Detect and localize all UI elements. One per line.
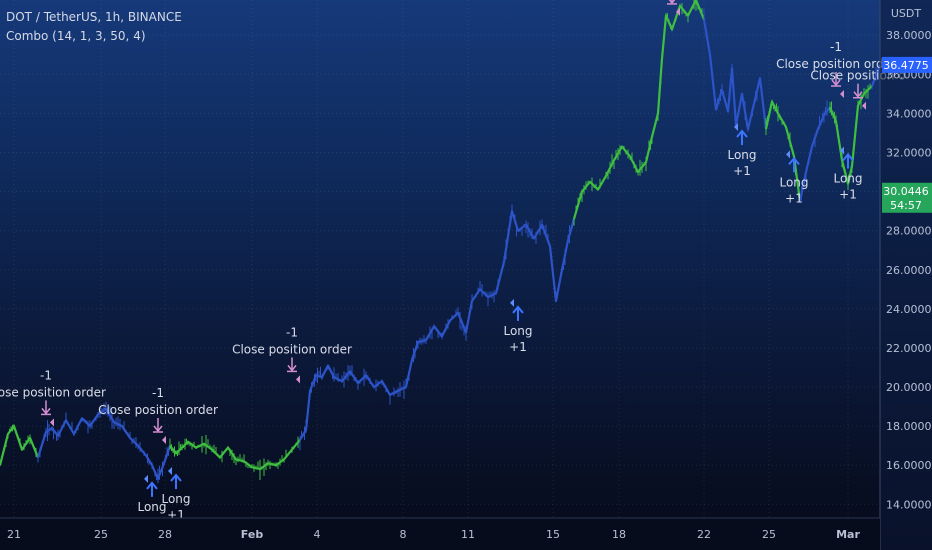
price-badge-value: 30.0446: [883, 185, 929, 198]
close-label: Close position order: [98, 403, 218, 417]
time-axis: 21 25 28 Feb 4 8 11 15 18 22 25 Mar: [0, 517, 880, 550]
long-label: Long: [137, 500, 166, 514]
long-arrow-head: [842, 152, 854, 162]
long-arrow-head: [788, 156, 800, 166]
x-tick-label: 25: [762, 528, 776, 541]
close-arrow-head: [831, 79, 841, 87]
close-arrow-head: [853, 91, 863, 98]
price-axis-bg: [880, 0, 932, 550]
long-marker: [144, 474, 148, 483]
trade-signals: -1 Close position order -1 Close position o…: [0, 0, 906, 530]
close-arrow-head: [41, 407, 51, 415]
close-label: Close position order: [0, 385, 106, 399]
price-badge-value: 36.4775: [883, 59, 929, 72]
x-tick-label: 8: [400, 528, 407, 541]
y-tick-label: 16.0000: [886, 459, 932, 472]
long-label: +1: [733, 164, 751, 178]
close-label: Close position order: [776, 57, 896, 71]
close-label: -1: [40, 368, 52, 382]
y-tick-label: 38.0000: [886, 29, 932, 42]
chart-grid: [0, 0, 880, 518]
y-tick-label: 24.0000: [886, 303, 932, 316]
x-tick-label: 15: [546, 528, 560, 541]
indicator-label[interactable]: Combo (14, 1, 3, 50, 4): [6, 29, 146, 43]
price-line-blue: [502, 210, 576, 303]
close-label: -1: [152, 386, 164, 400]
close-label: -1: [830, 40, 842, 54]
long-label: +1: [785, 191, 803, 205]
long-label: +1: [839, 187, 857, 201]
price-badge-countdown: 54:57: [890, 199, 922, 212]
x-tick-label: 28: [158, 528, 172, 541]
long-label: Long: [727, 148, 756, 162]
x-tick-label: 22: [697, 528, 711, 541]
y-tick-label: 18.0000: [886, 420, 932, 433]
long-label: Long: [779, 175, 808, 189]
x-tick-label: 25: [94, 528, 108, 541]
x-tick-label: Mar: [836, 528, 860, 541]
close-marker: [50, 418, 54, 427]
price-line-blue: [36, 407, 172, 480]
long-arrow-head: [512, 305, 524, 314]
close-marker: [162, 435, 166, 444]
long-marker: [168, 467, 172, 476]
currency-label: USDT: [891, 7, 922, 20]
close-marker: [840, 90, 844, 99]
close-marker: [296, 375, 300, 384]
long-marker: [510, 298, 514, 307]
close-marker: [862, 101, 866, 110]
y-tick-label: 28.0000: [886, 225, 932, 238]
y-tick-label: 20.0000: [886, 381, 932, 394]
long-marker: [734, 123, 738, 132]
x-tick-label: 18: [612, 528, 626, 541]
y-tick-label: 34.0000: [886, 107, 932, 120]
x-tick-label: 4: [314, 528, 321, 541]
long-label: Long: [503, 324, 532, 338]
time-axis-bg: [0, 518, 880, 550]
price-series: [0, 0, 882, 484]
long-arrow-head: [736, 129, 748, 138]
close-marker: [676, 7, 680, 16]
price-badge: [882, 56, 932, 73]
price-axis: USDT 14.0000 16.0000 18.0000 20.0000 22.0000 2…: [879, 0, 932, 550]
close-label: -1: [286, 325, 298, 339]
long-arrow-head: [146, 481, 158, 490]
long-label: Long: [161, 492, 190, 506]
close-arrow-head: [287, 364, 297, 372]
chart-title[interactable]: DOT / TetherUS, 1h, BINANCE: [6, 10, 182, 24]
long-arrow-head: [170, 473, 182, 482]
close-arrow-head: [153, 425, 163, 433]
long-marker: [786, 150, 790, 159]
x-tick-label: 21: [7, 528, 21, 541]
y-tick-label: 32.0000: [886, 146, 932, 159]
x-tick-label: Feb: [241, 528, 264, 541]
close-arrow-head: [668, 0, 676, 5]
long-label: +1: [509, 340, 527, 354]
y-tick-label: 22.0000: [886, 342, 932, 355]
x-tick-label: 11: [461, 528, 475, 541]
price-badge: [882, 182, 932, 213]
y-tick-label: 14.0000: [886, 498, 932, 511]
close-label: Close position order: [232, 342, 352, 356]
y-tick-label: 26.0000: [886, 264, 932, 277]
long-label: Long: [833, 171, 862, 185]
long-marker: [840, 146, 844, 155]
